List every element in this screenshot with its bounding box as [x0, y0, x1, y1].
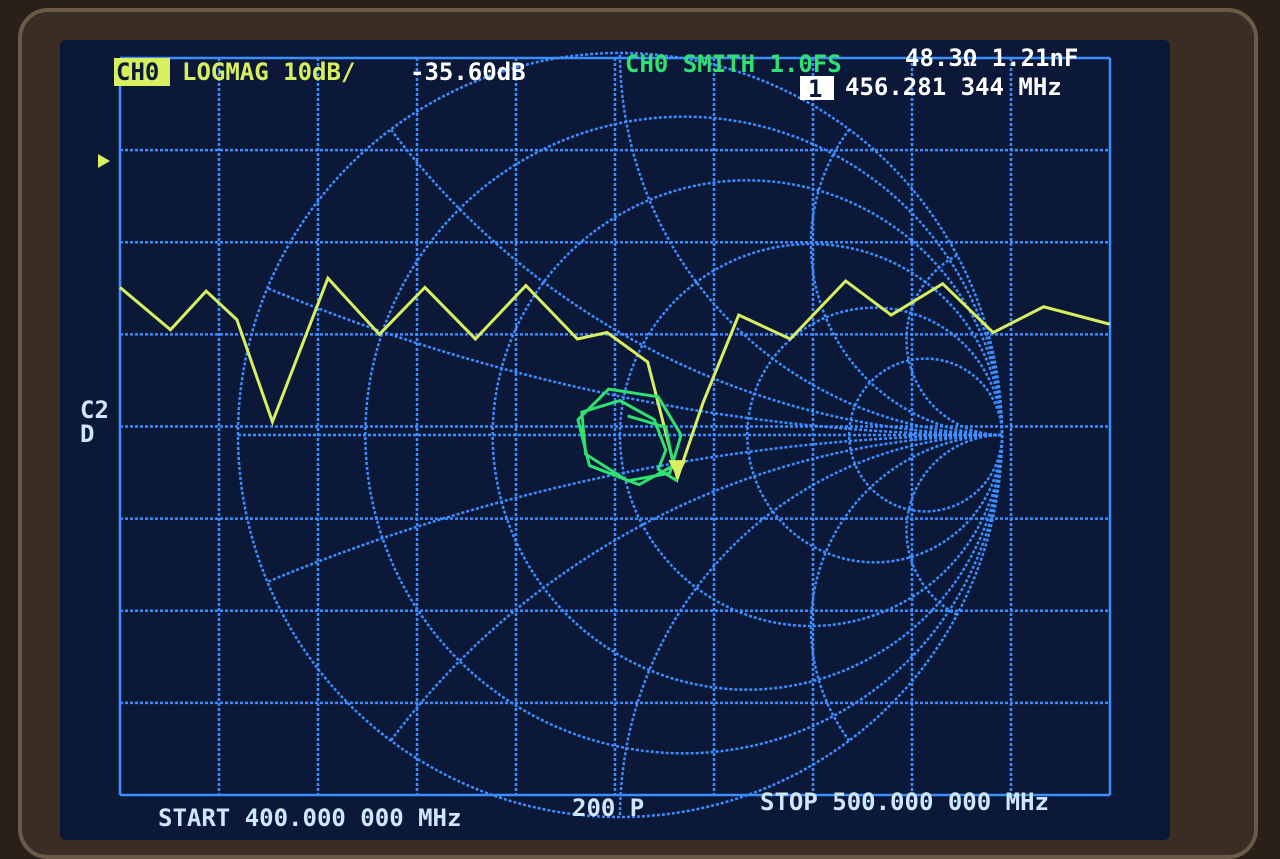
reactance-arc: [618, 52, 1003, 437]
reference-arrow-icon: [98, 154, 110, 168]
smith-trace: [576, 387, 683, 487]
marker-frequency: 456.281 344 MHz: [845, 73, 1062, 101]
marker-id: 1: [808, 75, 822, 103]
side-label-d: D: [80, 420, 94, 448]
reactance-arc: [809, 128, 1003, 437]
start-frequency: START 400.000 000 MHz: [158, 804, 461, 832]
reactance-arc: [618, 433, 1003, 818]
reactance-arc: [266, 433, 1003, 584]
reactance-arc: [389, 128, 1003, 437]
ch0-badge: [114, 58, 170, 86]
rect-grid: [118, 56, 1112, 797]
ch0-label: CH0: [116, 58, 159, 86]
smith-grid: [236, 51, 1004, 819]
marker-triangle-icon: [668, 460, 687, 479]
trace1-label: LOGMAG 10dB/: [182, 58, 355, 86]
trace2-label: CH0 SMITH 1.0FS: [625, 50, 842, 78]
trace2-value: 48.3Ω 1.21nF: [905, 44, 1078, 72]
reactance-arc: [809, 433, 1003, 742]
reactance-arc: [266, 286, 1003, 437]
side-label-c2: C2: [80, 396, 109, 424]
trace1-value: -35.60dB: [410, 58, 526, 86]
reactance-arc: [905, 254, 1003, 437]
reactance-arc: [905, 433, 1003, 616]
reactance-arc: [389, 433, 1003, 742]
smith-lines: [236, 51, 1004, 819]
stop-frequency: STOP 500.000 000 MHz: [760, 788, 1049, 816]
points-count: 200 P: [572, 794, 644, 822]
marker-1: [668, 460, 687, 479]
marker-badge: [800, 76, 834, 100]
logmag-trace: [119, 275, 1111, 484]
